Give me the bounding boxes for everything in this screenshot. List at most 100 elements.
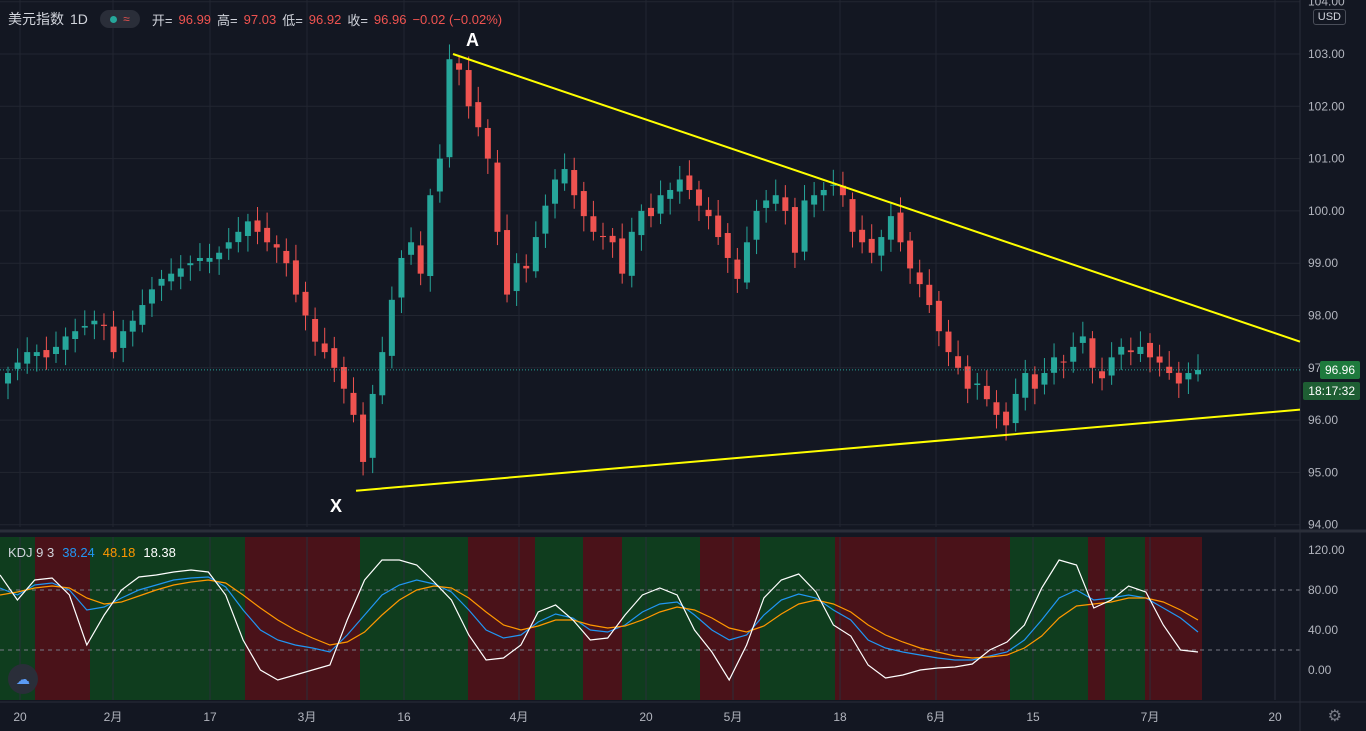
candle-body-0 <box>5 373 11 384</box>
candle-body-18 <box>177 268 184 277</box>
candle-body-27 <box>264 227 271 243</box>
candle-body-92 <box>887 216 894 240</box>
candle-body-4 <box>43 350 50 358</box>
candle-body-69 <box>667 189 674 199</box>
candle-body-44 <box>427 195 434 277</box>
status-toggle[interactable]: ≈ <box>99 10 140 28</box>
candle-body-116 <box>1118 346 1125 355</box>
candle-body-86 <box>830 184 837 186</box>
time-tick-10: 15 <box>1026 710 1040 724</box>
candle-body-42 <box>408 242 415 255</box>
time-tick-6: 20 <box>639 710 653 724</box>
candle-body-17 <box>168 273 175 282</box>
candle-body-104 <box>1003 411 1010 426</box>
candle-body-65 <box>628 231 635 276</box>
wave-icon: ≈ <box>123 12 130 26</box>
kdj-legend[interactable]: KDJ 9 3 38.24 48.18 18.38 <box>8 545 176 560</box>
candle-body-99 <box>955 356 962 368</box>
candle-body-121 <box>1166 366 1173 374</box>
candle-body-48 <box>465 70 472 107</box>
candle-body-74 <box>715 215 722 238</box>
kdj-k-value: 38.24 <box>62 545 95 560</box>
open-value: 96.99 <box>178 11 212 27</box>
settings-gear-icon[interactable]: ⚙ <box>1327 708 1342 725</box>
candle-body-40 <box>388 299 395 356</box>
candle-body-68 <box>657 195 664 214</box>
candle-body-63 <box>609 235 616 243</box>
trendline-upper <box>452 53 1301 343</box>
candle-body-87 <box>839 185 846 196</box>
kdj-tick-0: 120.00 <box>1308 543 1345 557</box>
kdj-line-J <box>0 559 1199 682</box>
candle-body-64 <box>619 238 626 274</box>
trendline-lower <box>355 408 1301 492</box>
candle-body-76 <box>734 259 741 279</box>
candle-body-95 <box>916 272 923 285</box>
time-tick-1: 2月 <box>104 710 123 724</box>
candle-body-23 <box>225 242 232 249</box>
kdj-region-16 <box>1145 537 1202 700</box>
candle-body-97 <box>935 300 942 332</box>
kdj-d-value: 48.18 <box>102 545 136 560</box>
candle-body-88 <box>849 199 856 232</box>
price-tick-6: 98.00 <box>1308 309 1338 323</box>
candle-body-112 <box>1079 336 1086 343</box>
candle-body-59 <box>571 170 578 196</box>
price-tick-5: 99.00 <box>1308 256 1338 270</box>
kdj-j-value: 18.38 <box>143 545 176 560</box>
candle-body-90 <box>868 238 875 253</box>
candle-body-105 <box>1012 393 1019 424</box>
price-tick-1: 103.00 <box>1308 47 1345 61</box>
candle-body-101 <box>974 383 981 386</box>
candle-body-53 <box>513 263 520 292</box>
candle-body-6 <box>62 336 69 350</box>
countdown-tag: 18:17:32 <box>1303 382 1360 400</box>
kdj-region-5 <box>360 537 468 700</box>
last-price-tag: 96.96 <box>1319 361 1360 379</box>
candle-body-109 <box>1051 357 1058 373</box>
candle-body-51 <box>494 162 501 232</box>
candle-body-55 <box>532 237 539 272</box>
candle-body-8 <box>81 325 88 328</box>
candle-body-10 <box>100 324 107 326</box>
candle-body-29 <box>283 250 290 264</box>
candle-body-5 <box>52 346 59 354</box>
price-tick-8: 96.00 <box>1308 413 1338 427</box>
time-tick-8: 18 <box>833 710 847 724</box>
candle-body-120 <box>1156 356 1163 363</box>
candle-body-108 <box>1041 373 1048 385</box>
kdj-tick-1: 80.00 <box>1308 583 1338 597</box>
candle-body-9 <box>91 320 98 325</box>
tradingview-logo-icon[interactable]: ☁ <box>8 664 38 694</box>
candle-body-7 <box>72 331 79 340</box>
symbol-name[interactable]: 美元指数 <box>8 11 64 27</box>
candle-body-36 <box>350 392 357 415</box>
candle-body-19 <box>187 263 194 266</box>
candle-body-31 <box>302 291 309 316</box>
candle-body-119 <box>1147 342 1154 358</box>
candle-body-41 <box>398 257 405 298</box>
candle-body-21 <box>206 257 213 262</box>
candle-body-25 <box>244 221 251 236</box>
annotation-a[interactable]: A <box>466 30 479 50</box>
candle-body-39 <box>379 352 386 396</box>
interval-label[interactable]: 1D <box>70 11 88 27</box>
price-tick-0: 104.00 <box>1308 0 1345 9</box>
candle-body-45 <box>436 158 443 192</box>
candle-body-70 <box>676 179 683 192</box>
kdj-region-7 <box>535 537 583 700</box>
candle-body-11 <box>110 326 117 353</box>
candle-body-61 <box>590 216 597 232</box>
candle-body-124 <box>1195 369 1201 375</box>
kdj-region-11 <box>760 537 835 700</box>
kdj-region-15 <box>1105 537 1145 700</box>
currency-badge[interactable]: USD <box>1312 9 1346 25</box>
annotation-x[interactable]: X <box>330 496 343 516</box>
candle-body-13 <box>129 320 136 332</box>
price-tick-4: 100.00 <box>1308 204 1345 218</box>
candle-body-20 <box>196 257 203 261</box>
candle-body-96 <box>926 284 933 306</box>
time-tick-0: 20 <box>13 710 27 724</box>
candle-body-43 <box>417 245 424 274</box>
